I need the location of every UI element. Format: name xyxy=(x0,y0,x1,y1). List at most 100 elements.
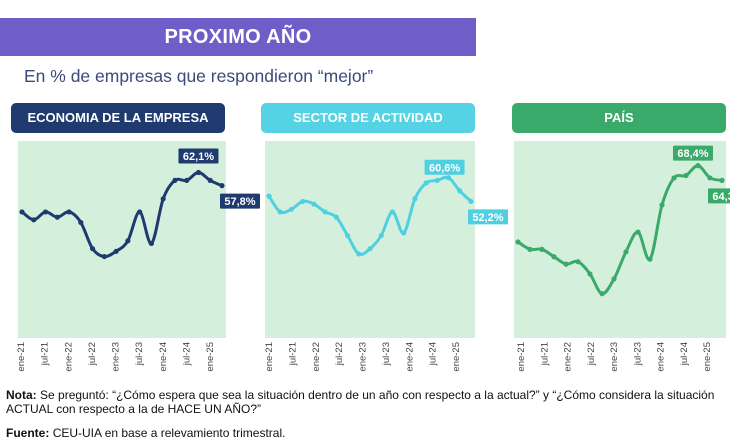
callout-box-1-1 xyxy=(468,209,508,225)
data-point-2-17 xyxy=(719,177,725,183)
x-tick-label-1-8: ene-25 xyxy=(451,342,462,372)
data-point-2-6 xyxy=(587,271,593,277)
data-point-0-6 xyxy=(89,246,96,252)
data-point-1-15 xyxy=(434,177,440,183)
data-point-1-11 xyxy=(389,209,396,215)
data-point-0-12 xyxy=(160,196,166,202)
data-point-2-13 xyxy=(671,175,677,181)
data-point-1-5 xyxy=(322,209,328,215)
page-title: PROXIMO AÑO xyxy=(164,26,312,48)
data-point-0-1 xyxy=(31,217,37,223)
data-point-2-9 xyxy=(623,249,629,255)
panel-title-economia-empresa: ECONOMIA DE LA EMPRESA xyxy=(11,103,225,133)
x-tick-label-0-1: jul-21 xyxy=(40,342,51,366)
callout-label-1-0: 60,6% xyxy=(429,162,460,174)
data-point-1-1 xyxy=(277,209,283,215)
data-point-0-13 xyxy=(172,177,178,183)
callout-label-1-1: 52,2% xyxy=(472,212,503,224)
data-point-0-7 xyxy=(101,253,107,260)
x-tick-label-0-5: jul-23 xyxy=(134,342,145,366)
data-point-1-6 xyxy=(333,214,339,220)
data-point-1-12 xyxy=(401,230,407,236)
x-tick-label-0-8: ene-25 xyxy=(205,342,216,372)
x-tick-label-0-2: ene-22 xyxy=(63,342,74,372)
footnote: Nota: Se preguntó: “¿Cómo espera que sea… xyxy=(6,388,726,416)
data-point-1-3 xyxy=(300,198,306,205)
panel-title-pais: PAÍS xyxy=(512,103,726,133)
data-point-0-2 xyxy=(42,209,49,215)
data-point-2-2 xyxy=(539,246,545,252)
data-point-0-8 xyxy=(113,248,119,254)
note-label: Nota: xyxy=(6,388,37,402)
data-point-1-13 xyxy=(412,196,418,202)
x-tick-label-2-5: jul-23 xyxy=(632,342,643,366)
data-point-0-5 xyxy=(78,219,84,226)
data-point-1-10 xyxy=(378,232,384,239)
callout-box-0-0 xyxy=(178,148,219,164)
data-point-1-2 xyxy=(288,206,295,212)
plot-area-2 xyxy=(514,141,726,338)
data-point-2-11 xyxy=(647,256,653,262)
x-tick-label-1-7: jul-24 xyxy=(428,342,439,366)
chart-2: 68,4% 64,3% ene-21 jul-21 ene-22 jul-22 ene-23… xyxy=(514,141,730,372)
data-point-1-4 xyxy=(311,201,317,207)
data-point-0-16 xyxy=(207,177,213,183)
data-point-0-10 xyxy=(137,209,143,215)
data-point-2-5 xyxy=(575,259,581,265)
data-point-2-1 xyxy=(527,246,533,252)
x-tick-label-2-6: ene-24 xyxy=(656,342,667,372)
x-tick-label-2-4: ene-23 xyxy=(609,342,620,372)
data-point-0-15 xyxy=(195,169,202,176)
x-tick-label-1-1: jul-21 xyxy=(287,342,298,366)
callout-label-2-0: 68,4% xyxy=(677,148,708,160)
chart-0: 62,1% 57,8% ene-21 jul-21 ene-22 jul-22 ene-23… xyxy=(16,141,260,372)
source-text: CEU-UIA en base a relevamiento trimestra… xyxy=(52,426,286,440)
x-tick-label-1-2: ene-22 xyxy=(311,342,322,372)
data-point-0-0 xyxy=(19,209,25,215)
panel-title-sector-actividad: SECTOR DE ACTIVIDAD xyxy=(261,103,475,133)
x-tick-label-2-7: jul-24 xyxy=(679,342,690,366)
data-point-0-3 xyxy=(54,214,60,220)
data-point-2-14 xyxy=(683,172,689,179)
x-tick-label-0-0: ene-21 xyxy=(16,342,27,372)
x-tick-label-0-7: jul-24 xyxy=(181,342,192,366)
data-point-1-18 xyxy=(468,198,474,205)
data-point-1-14 xyxy=(423,180,429,186)
data-point-2-16 xyxy=(707,175,713,181)
x-tick-label-1-6: ene-24 xyxy=(404,342,415,372)
source-label: Fuente: xyxy=(6,426,50,440)
header-banner: PROXIMO AÑO xyxy=(0,18,476,56)
data-point-2-10 xyxy=(635,229,641,235)
data-point-2-15 xyxy=(695,163,701,169)
callout-label-0-0: 62,1% xyxy=(183,151,214,163)
x-tick-label-0-6: ene-24 xyxy=(158,342,169,372)
data-point-1-8 xyxy=(356,251,362,257)
x-tick-label-0-3: jul-22 xyxy=(87,342,98,366)
data-point-2-8 xyxy=(611,276,617,282)
data-point-0-11 xyxy=(148,240,155,247)
x-tick-label-1-4: ene-23 xyxy=(358,342,369,372)
data-point-2-0 xyxy=(515,239,521,245)
page-subtitle: En % de empresas que respondieron “mejor… xyxy=(24,66,374,86)
data-point-0-17 xyxy=(219,183,225,189)
callout-box-1-0 xyxy=(424,159,465,175)
callout-box-0-1 xyxy=(220,193,260,209)
chart-1: 60,6% 52,2% ene-21 jul-21 ene-22 jul-22 ene-23… xyxy=(264,141,508,372)
x-tick-label-2-0: ene-21 xyxy=(516,342,527,372)
x-tick-label-2-3: jul-22 xyxy=(586,342,597,366)
callout-label-2-1: 64,3% xyxy=(712,191,730,203)
data-point-0-4 xyxy=(66,209,72,215)
data-point-2-4 xyxy=(563,261,569,267)
x-tick-label-0-4: ene-23 xyxy=(111,342,122,372)
source-line: Fuente: CEU-UIA en base a relevamiento t… xyxy=(6,426,285,440)
x-tick-label-2-1: jul-21 xyxy=(539,342,550,366)
x-tick-label-2-2: ene-22 xyxy=(563,342,574,372)
x-tick-label-1-5: jul-23 xyxy=(381,342,392,366)
data-point-1-16 xyxy=(445,175,452,181)
callout-label-0-1: 57,8% xyxy=(224,196,255,208)
note-text: Se preguntó: “¿Cómo espera que sea la si… xyxy=(6,388,715,416)
callout-box-2-0 xyxy=(673,145,713,161)
data-point-2-12 xyxy=(659,202,665,208)
data-point-2-7 xyxy=(599,291,605,297)
